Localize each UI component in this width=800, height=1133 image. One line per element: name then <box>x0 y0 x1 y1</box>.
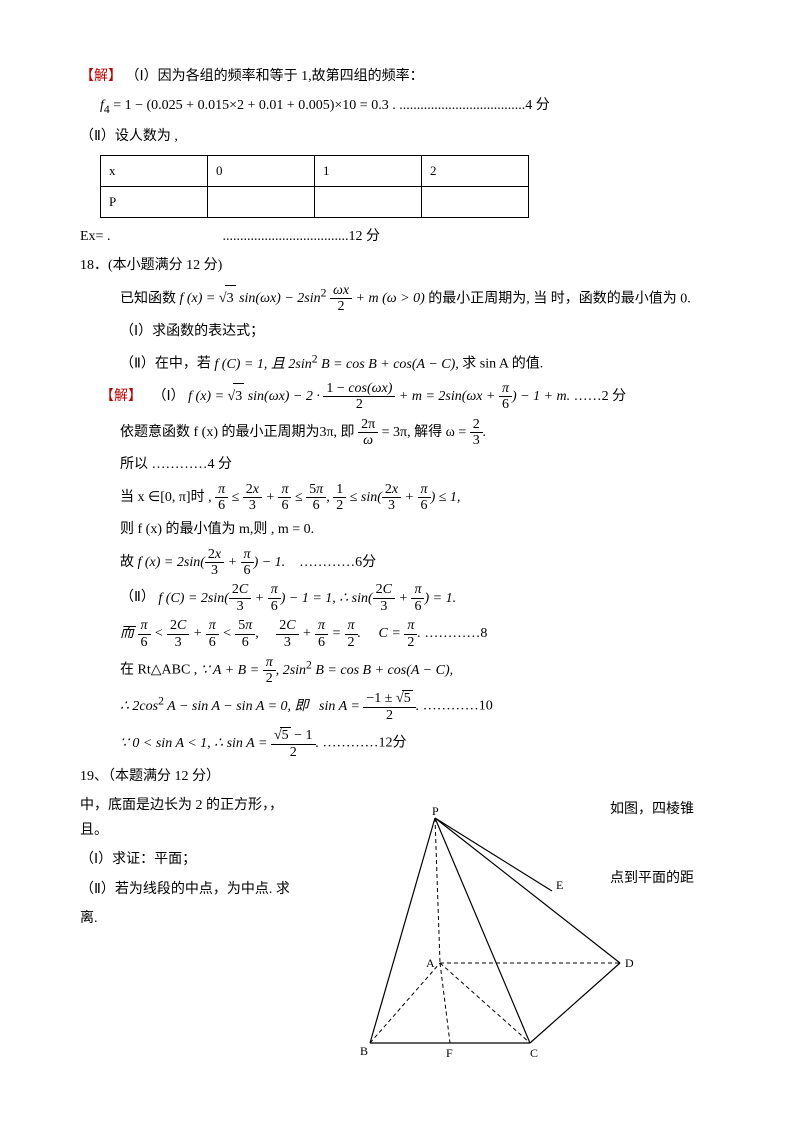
q18-s9: 在 Rt△ABC , ∵ A + B = π2, 2sin2 B = cos B… <box>120 654 720 686</box>
edge-pc <box>435 818 530 1043</box>
edge-cd <box>530 963 620 1043</box>
q18-s2a: 依题意函数 f (x) 的最小正周期为3π, 即 <box>120 425 355 440</box>
sol17-ex: Ex= . ..................................… <box>80 224 720 249</box>
f4-rhs: = 1 − (0.025 + 0.015×2 + 0.01 + 0.005)×1… <box>113 98 396 113</box>
q18-stem1: 已知函数 f (x) = √3 sin(ωx) − 2sin2 ωx2 + m … <box>120 283 720 315</box>
q18-s3: 所以 …………4 分 <box>120 452 720 477</box>
q18-s6-tail: …………6分 <box>299 555 376 570</box>
q18-s10: ∴ 2cos2 A − sin A − sin A = 0, 即 sin A =… <box>120 690 720 723</box>
label-p: P <box>432 804 439 818</box>
pyramid-diagram: P A B C D E F <box>340 803 640 1063</box>
edge-pe <box>435 818 552 891</box>
cell-x: x <box>101 156 208 187</box>
q18-cond: f (C) = 1, 且 2sin2 B = cos B + cos(A − C… <box>214 357 462 372</box>
sol-label: 【解】 <box>100 389 142 404</box>
q18-s8-math: 而 π6 < 2C3 + π6 < 5π6, 2C3 + π6 = π2. C … <box>120 626 421 641</box>
label-c: C <box>530 1046 538 1060</box>
q18-s8: 而 π6 < 2C3 + π6 < 5π6, 2C3 + π6 = π2. C … <box>120 618 720 650</box>
label-a: A <box>426 956 435 970</box>
f4-lhs: f4 <box>100 98 110 113</box>
cell-p: P <box>101 187 208 218</box>
ex-label: Ex= . <box>80 229 110 244</box>
q18-s4a: 当 x ∈[0, π]时 , <box>120 490 212 505</box>
q18-s4: 当 x ∈[0, π]时 , π6 ≤ 2x3 + π6 ≤ 5π6, 12 ≤… <box>120 482 720 514</box>
q19-num: 19、（本题满分 12 分） <box>80 764 720 789</box>
q18-s2-frac1: 2πω <box>358 425 378 440</box>
table-row: P <box>101 187 529 218</box>
label-f: F <box>446 1046 453 1060</box>
sol17-eq1: f4 = 1 − (0.025 + 0.015×2 + 0.01 + 0.005… <box>100 93 720 120</box>
label-e: E <box>556 878 563 892</box>
q18-fx-def: f (x) = √3 sin(ωx) − 2sin2 ωx2 + m (ω > … <box>180 291 425 306</box>
q18-s11-tail: …………12分 <box>323 736 407 751</box>
q18-s10-tail: …………10 <box>423 699 493 714</box>
ex-dots: ....................................12 分 <box>222 229 380 244</box>
edge-ba <box>370 963 440 1043</box>
q18-s1-tail: ……2 分 <box>574 389 627 404</box>
cell-1: 1 <box>315 156 422 187</box>
q19-l2: （Ⅰ）求证：平面； <box>80 847 310 872</box>
q18-s2: 依题意函数 f (x) 的最小正周期为3π, 即 2πω = 3π, 解得 ω … <box>120 417 720 449</box>
q18-stem1b: 的最小正周期为, 当 时，函数的最小值为 0. <box>428 291 691 306</box>
table-row: x 0 1 2 <box>101 156 529 187</box>
cell-blank <box>315 187 422 218</box>
q18-s9-math: ∵ A + B = π2, 2sin2 B = cos B + cos(A − … <box>201 663 453 678</box>
edge-pa <box>435 818 440 963</box>
q18-num: 18．(本小题满分 12 分) <box>80 253 720 278</box>
q18-s11: ∵ 0 < sin A < 1, ∴ sin A = √5 − 12. …………… <box>120 727 720 760</box>
q18-s9a: 在 Rt△ABC , <box>120 663 197 678</box>
cell-blank <box>208 187 315 218</box>
q18-sol1: 【解】 （Ⅰ） f (x) = √3 sin(ωx) − 2 · 1 − cos… <box>100 381 720 413</box>
q18-s7a: （Ⅱ） <box>120 591 155 606</box>
q19-l1: 中，底面是边长为 2 的正方形，，且。 <box>80 793 310 843</box>
sol17-line1: 【解】 （Ⅰ）因为各组的频率和等于 1,故第四组的频率： <box>80 64 720 89</box>
q18-s1-math: f (x) = √3 sin(ωx) − 2 · 1 − cos(ωx)2 + … <box>188 389 570 404</box>
q18-s10-math: ∴ 2cos2 A − sin A − sin A = 0, 即 sin A =… <box>120 699 419 714</box>
q19-text-left: 中，底面是边长为 2 的正方形，，且。 （Ⅰ）求证：平面； （Ⅱ）若为线段的中点… <box>80 793 310 931</box>
q18-stem1a: 已知函数 <box>120 291 180 306</box>
probability-table: x 0 1 2 P <box>100 155 529 218</box>
sol-label: 【解】 <box>80 69 122 84</box>
cell-blank <box>422 187 529 218</box>
label-b: B <box>360 1044 368 1058</box>
q18-line3b: 求 sin A 的值. <box>462 357 543 372</box>
q18-s6a: 故 <box>120 555 138 570</box>
q18-s6: 故 f (x) = 2sin(2x3 + π6) − 1. …………6分 <box>120 547 720 579</box>
cell-2: 2 <box>422 156 529 187</box>
f4-dots: ....................................4 分 <box>399 98 550 113</box>
edge-af <box>440 963 450 1043</box>
q19-l3: （Ⅱ）若为线段的中点，为中点. 求 <box>80 877 310 902</box>
q18-line3a: （Ⅱ）在中，若 <box>120 357 214 372</box>
q18-s8-tail: …………8 <box>424 626 487 641</box>
q18-s7-math: f (C) = 2sin(2C3 + π6) − 1 = 1, ∴ sin(2C… <box>158 591 456 606</box>
q18-s5: 则 f (x) 的最小值为 m,则 , m = 0. <box>120 517 720 542</box>
label-d: D <box>625 956 634 970</box>
q18-s11-math: ∵ 0 < sin A < 1, ∴ sin A = √5 − 12. <box>120 736 319 751</box>
q19-figure-wrap: 中，底面是边长为 2 的正方形，，且。 （Ⅰ）求证：平面； （Ⅱ）若为线段的中点… <box>80 793 720 1073</box>
q18-s2-frac2: 23. <box>470 425 487 440</box>
edge-ac <box>440 963 530 1043</box>
q18-s6-math: f (x) = 2sin(2x3 + π6) − 1. <box>138 555 286 570</box>
cell-0: 0 <box>208 156 315 187</box>
q18-s7: （Ⅱ） f (C) = 2sin(2C3 + π6) − 1 = 1, ∴ si… <box>120 582 720 614</box>
sol17-part1-text: （Ⅰ）因为各组的频率和等于 1,故第四组的频率： <box>126 69 424 84</box>
q18-line3: （Ⅱ）在中，若 f (C) = 1, 且 2sin2 B = cos B + c… <box>120 348 720 377</box>
q18-s1a: （Ⅰ） <box>153 389 185 404</box>
sol17-part2: （Ⅱ）设人数为 , <box>80 124 720 149</box>
q19-l4: 离. <box>80 906 310 931</box>
q18-s4-math: π6 ≤ 2x3 + π6 ≤ 5π6, 12 ≤ sin(2x3 + π6) … <box>215 490 460 505</box>
edge-pb <box>370 818 435 1043</box>
edge-pd <box>435 818 620 963</box>
q18-line2: （Ⅰ）求函数的表达式； <box>120 319 720 344</box>
q18-s2b: = 3π, 解得 ω = <box>382 425 467 440</box>
